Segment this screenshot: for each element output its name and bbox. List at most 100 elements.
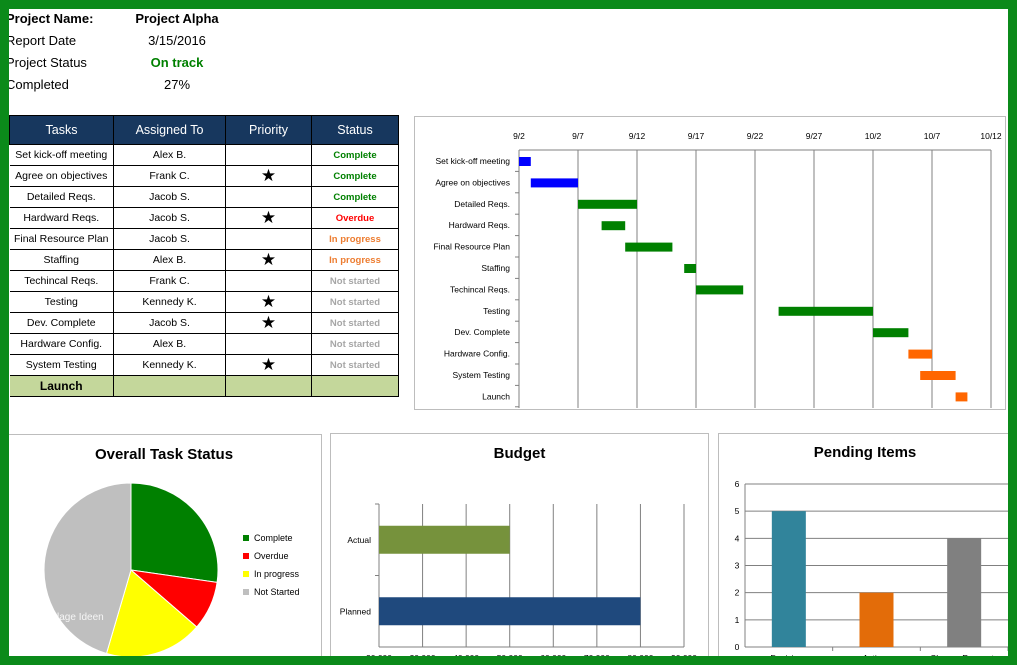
project-status-label: Project Status — [9, 55, 87, 70]
column-header-assigned-to[interactable]: Assigned To — [113, 115, 226, 145]
assigned-cell[interactable]: Jacob S. — [113, 207, 226, 229]
gantt-chart-panel: 9/2 9/7 9/12 9/17 9/22 9/27 10/2 10/7 10/12 Set k… — [414, 116, 1006, 410]
task-cell[interactable]: Testing — [9, 291, 114, 313]
assigned-cell[interactable]: Jacob S. — [113, 228, 226, 250]
task-cell[interactable]: Agree on objectives — [9, 165, 114, 187]
task-cell[interactable]: System Testing — [9, 354, 114, 376]
task-cell[interactable]: Techincal Reqs. — [9, 270, 114, 292]
column-header-priority[interactable]: Priority — [225, 115, 312, 145]
status-cell[interactable]: In progress — [311, 249, 399, 271]
priority-star-icon[interactable]: ★ — [225, 207, 312, 229]
assigned-cell[interactable]: Frank C. — [113, 165, 226, 187]
table-row[interactable]: Agree on objectives Frank C. ★ Complete — [9, 165, 399, 187]
gantt-bar — [908, 349, 932, 359]
priority-star-icon[interactable]: ★ — [225, 291, 312, 313]
report-date-value[interactable]: 3/15/2016 — [148, 33, 206, 48]
launch-empty-cell[interactable] — [113, 375, 226, 397]
priority-star-icon[interactable] — [225, 270, 312, 292]
task-cell[interactable]: Dev. Complete — [9, 312, 114, 334]
task-cell[interactable]: Set kick-off meeting — [9, 144, 114, 166]
launch-empty-cell[interactable] — [225, 375, 312, 397]
launch-row[interactable]: Launch — [9, 375, 399, 397]
assigned-cell[interactable]: Jacob S. — [113, 312, 226, 334]
pending-tick-label: 3 — [735, 561, 740, 571]
table-row[interactable]: Set kick-off meeting Alex B. Complete — [9, 144, 399, 166]
priority-star-icon[interactable] — [225, 333, 312, 355]
project-name-value[interactable]: Project Alpha — [135, 11, 219, 26]
task-cell[interactable]: Final Resource Plan — [9, 228, 114, 250]
status-cell[interactable]: Not started — [311, 312, 399, 334]
gantt-bar — [778, 306, 873, 316]
gantt-task-label: Testing — [483, 306, 510, 316]
launch-cell[interactable]: Launch — [9, 375, 114, 397]
legend-label: Overdue — [254, 551, 289, 561]
legend-label: In progress — [254, 569, 300, 579]
launch-empty-cell[interactable] — [311, 375, 399, 397]
watermark: Vorlage Ideen — [42, 612, 104, 623]
assigned-cell[interactable]: Kennedy K. — [113, 354, 226, 376]
status-cell[interactable]: Overdue — [311, 207, 399, 229]
priority-star-icon[interactable] — [225, 228, 312, 250]
pending-tick-label: 5 — [735, 506, 740, 516]
status-cell[interactable]: In progress — [311, 228, 399, 250]
task-cell[interactable]: Detailed Reqs. — [9, 186, 114, 208]
gantt-task-label: Launch — [482, 391, 510, 401]
pending-category-label: Change Requests — [930, 653, 998, 656]
report-date-label: Report Date — [9, 33, 77, 48]
status-cell[interactable]: Not started — [311, 354, 399, 376]
legend-swatch — [243, 535, 249, 541]
gantt-tick-label: 10/7 — [924, 131, 941, 141]
legend-swatch — [243, 571, 249, 577]
priority-star-icon[interactable]: ★ — [225, 165, 312, 187]
assigned-cell[interactable]: Alex B. — [113, 333, 226, 355]
table-row[interactable]: Staffing Alex B. ★ In progress — [9, 249, 399, 271]
assigned-cell[interactable]: Jacob S. — [113, 186, 226, 208]
status-cell[interactable]: Not started — [311, 291, 399, 313]
pending-tick-label: 4 — [735, 533, 740, 543]
priority-star-icon[interactable]: ★ — [225, 354, 312, 376]
status-cell[interactable]: Complete — [311, 165, 399, 187]
table-row[interactable]: Testing Kennedy K. ★ Not started — [9, 291, 399, 313]
assigned-cell[interactable]: Alex B. — [113, 249, 226, 271]
gantt-task-label: Detailed Reqs. — [454, 199, 510, 209]
assigned-cell[interactable]: Kennedy K. — [113, 291, 226, 313]
gantt-tick-label: 10/12 — [980, 131, 1002, 141]
dashboard-sheet: Project Name: Project Alpha Report Date … — [9, 9, 1008, 656]
assigned-cell[interactable]: Alex B. — [113, 144, 226, 166]
column-header-tasks[interactable]: Tasks — [9, 115, 114, 145]
table-row[interactable]: Techincal Reqs. Frank C. Not started — [9, 270, 399, 292]
table-row[interactable]: Hardware Config. Alex B. Not started — [9, 333, 399, 355]
status-cell[interactable]: Not started — [311, 333, 399, 355]
task-cell[interactable]: Staffing — [9, 249, 114, 271]
gantt-tick-label: 9/7 — [572, 131, 584, 141]
gantt-tick-label: 9/12 — [629, 131, 646, 141]
gantt-task-label: Hardware Config. — [444, 349, 510, 359]
priority-star-icon[interactable] — [225, 186, 312, 208]
gantt-chart: 9/2 9/7 9/12 9/17 9/22 9/27 10/2 10/7 10/12 Set k… — [433, 131, 1002, 408]
column-header-status[interactable]: Status — [311, 115, 399, 145]
pending-tick-label: 6 — [735, 479, 740, 489]
table-row[interactable]: Final Resource Plan Jacob S. In progress — [9, 228, 399, 250]
table-row[interactable]: Dev. Complete Jacob S. ★ Not started — [9, 312, 399, 334]
table-row[interactable]: Hardward Reqs. Jacob S. ★ Overdue — [9, 207, 399, 229]
completed-value[interactable]: 27% — [163, 77, 191, 92]
status-cell[interactable]: Complete — [311, 144, 399, 166]
table-row[interactable]: Detailed Reqs. Jacob S. Complete — [9, 186, 399, 208]
gantt-task-label: Final Resource Plan — [433, 242, 510, 252]
budget-tick-label: 40,000 — [453, 653, 479, 656]
assigned-cell[interactable]: Frank C. — [113, 270, 226, 292]
status-cell[interactable]: Complete — [311, 186, 399, 208]
budget-panel: Budget 20,000 30,000 40,000 50,000 60,000 70,… — [330, 433, 709, 656]
priority-star-icon[interactable]: ★ — [225, 312, 312, 334]
priority-star-icon[interactable]: ★ — [225, 249, 312, 271]
gantt-tick-label: 9/22 — [747, 131, 764, 141]
priority-star-icon[interactable] — [225, 144, 312, 166]
table-row[interactable]: System Testing Kennedy K. ★ Not started — [9, 354, 399, 376]
task-cell[interactable]: Hardward Reqs. — [9, 207, 114, 229]
gantt-tick-label: 9/27 — [806, 131, 823, 141]
project-status-value[interactable]: On track — [150, 55, 204, 70]
pie-legend: Complete Overdue In progress Not Started — [243, 529, 300, 601]
status-cell[interactable]: Not started — [311, 270, 399, 292]
pending-bar — [771, 511, 806, 647]
task-cell[interactable]: Hardware Config. — [9, 333, 114, 355]
